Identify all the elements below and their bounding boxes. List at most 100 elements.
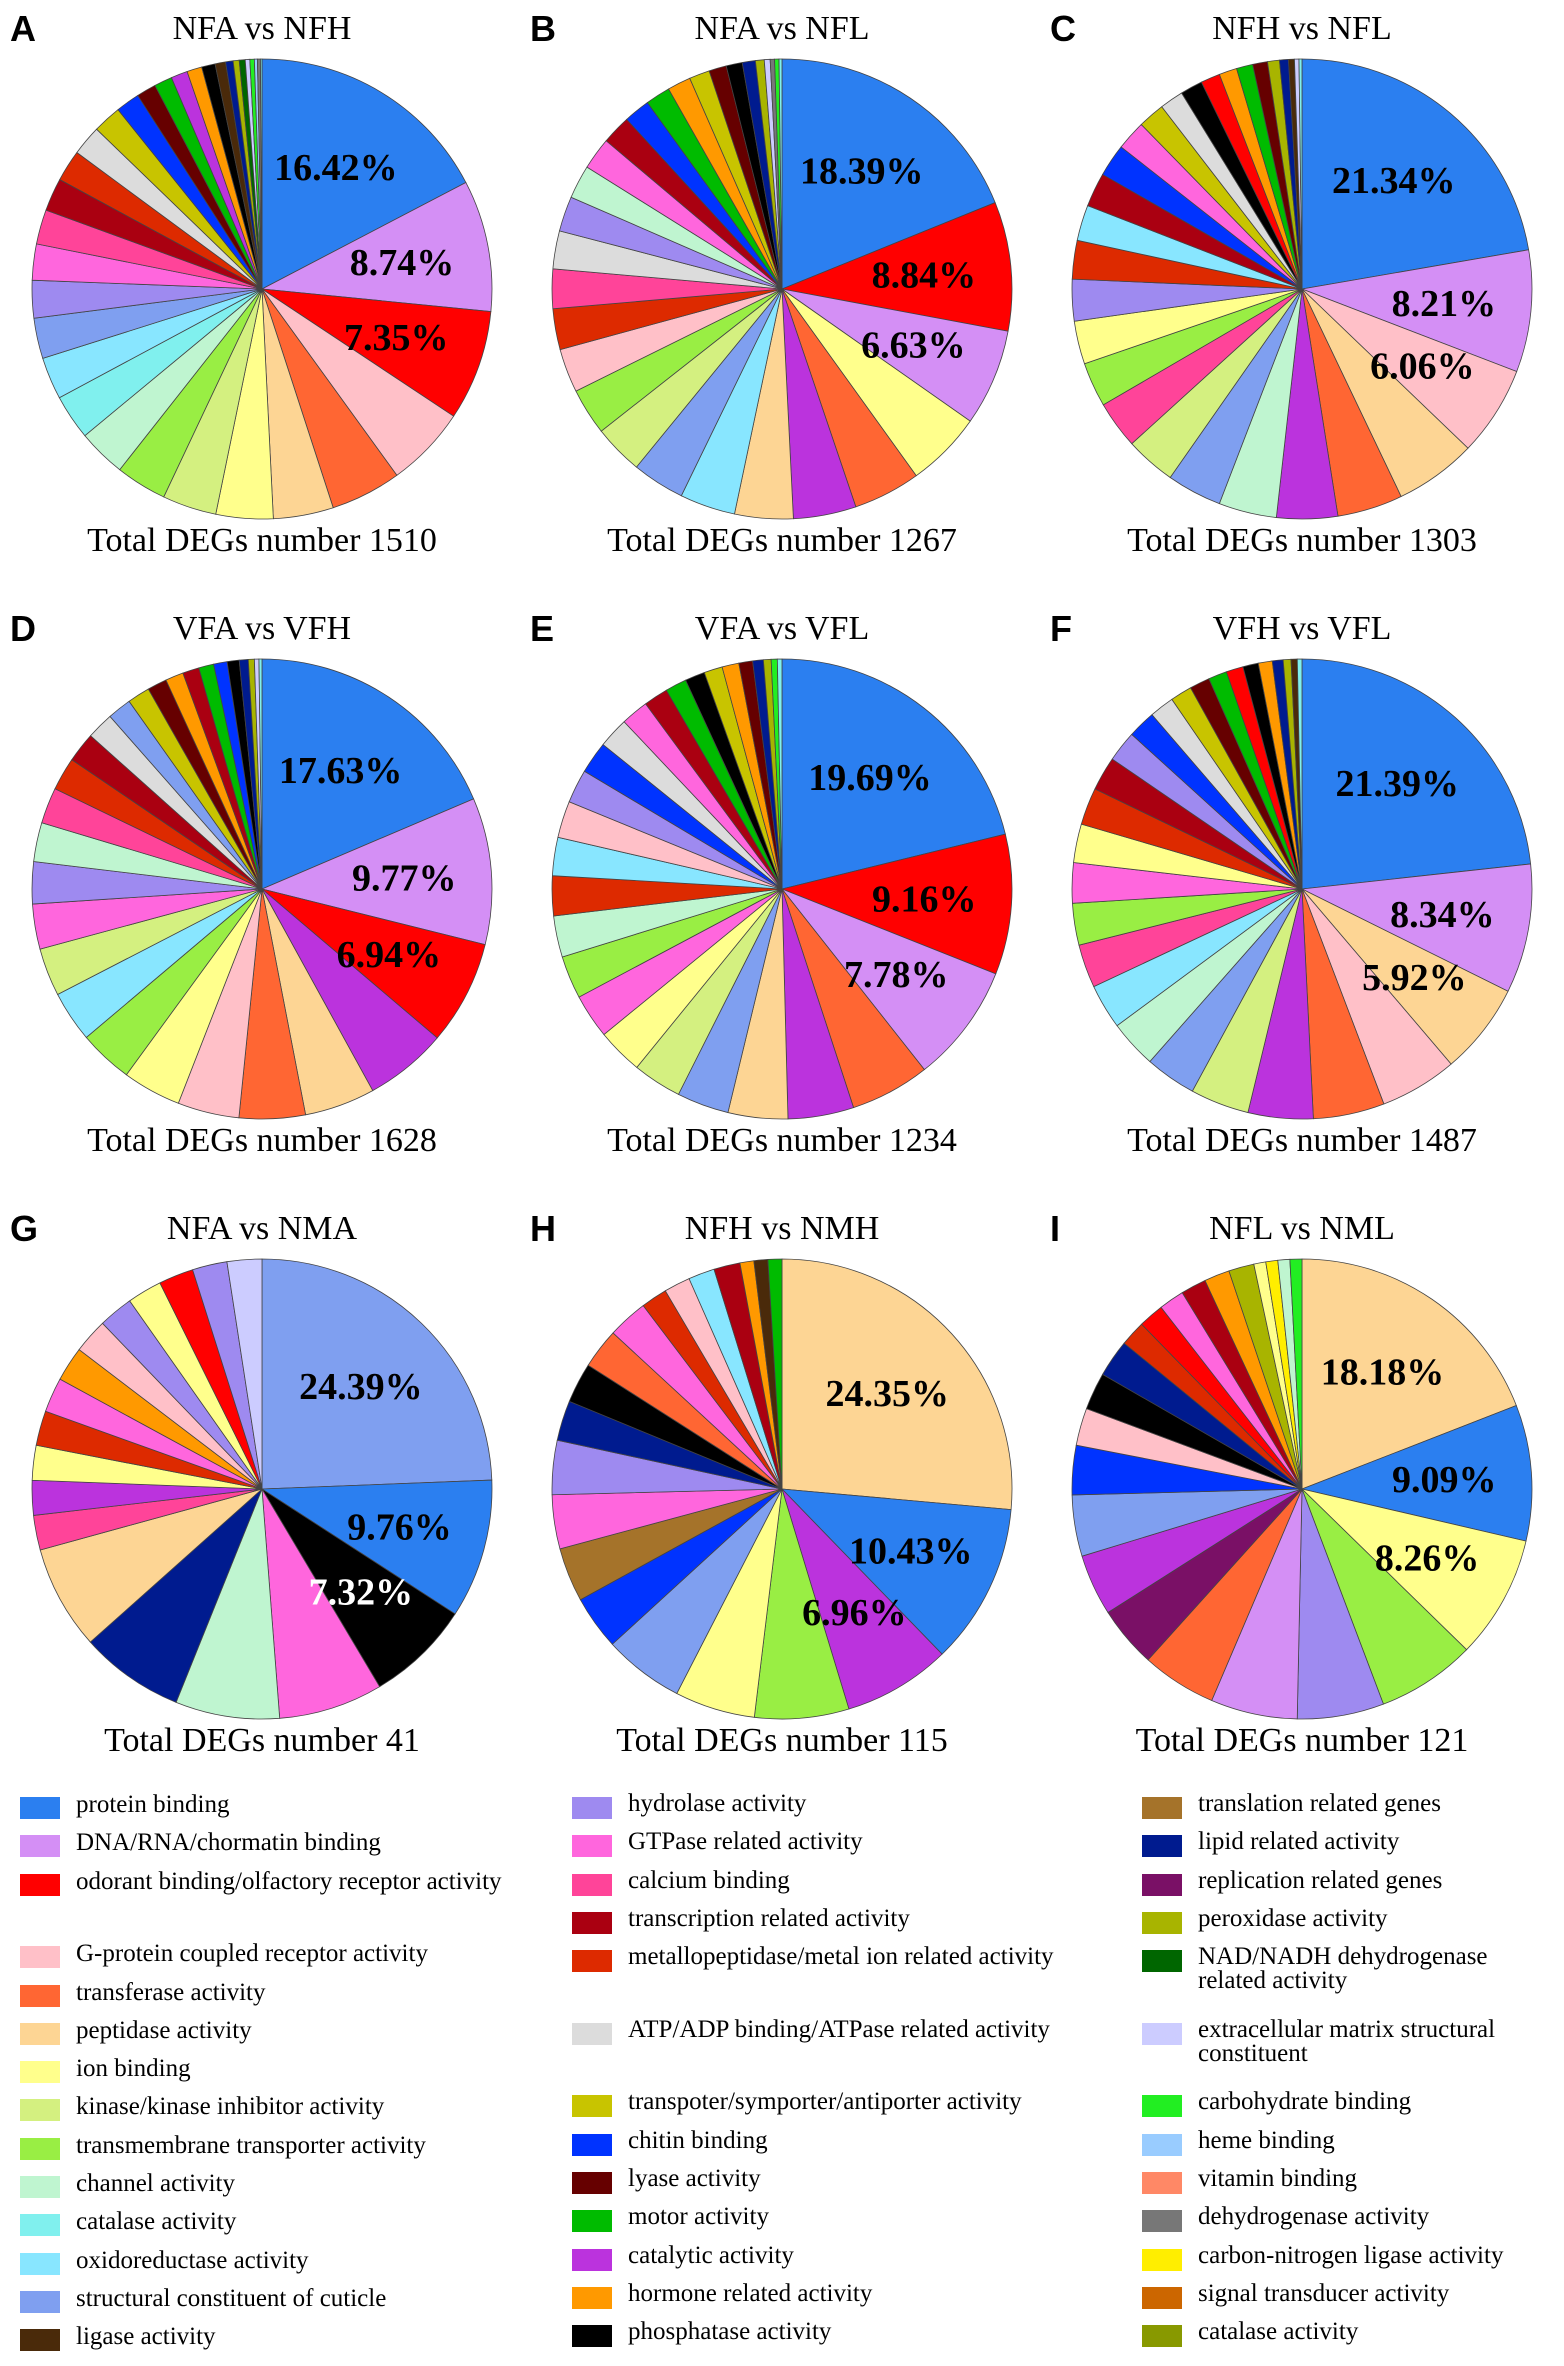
- legend-swatch: [572, 2286, 612, 2309]
- legend-swatch: [1142, 2022, 1182, 2045]
- chart-title: VFH vs VFL: [1212, 610, 1392, 647]
- legend-label: metallopeptidase/metal ion related activ…: [628, 1943, 1054, 1971]
- legend-item-replication-related-genes: replication related genes: [1142, 1868, 1558, 1896]
- total-degs-label: Total DEGs number 115: [616, 1722, 948, 1759]
- legend-swatch: [20, 2137, 60, 2160]
- legend-item-vitamin-binding: vitamin binding: [1142, 2166, 1558, 2194]
- pie-slice-extracellular-matrix-structural-constituent: [226, 1258, 263, 1490]
- legend-item-protein-binding: protein binding: [20, 1792, 506, 1819]
- pie-slice-protein-binding: [261, 658, 475, 890]
- legend-swatch: [572, 2172, 612, 2194]
- legend-label: G-protein coupled receptor activity: [76, 1940, 428, 1968]
- pie-slice-ion-binding: [1300, 1488, 1527, 1651]
- legend-item-dna-rna-chormatin-binding: DNA/RNA/chormatin binding: [20, 1830, 506, 1858]
- slice-percent-label: 18.18%: [1321, 1351, 1445, 1393]
- slice-percent-label: 6.06%: [1370, 345, 1475, 387]
- slice-percent-label: 8.26%: [1375, 1538, 1480, 1580]
- slice-percent-label: 21.34%: [1332, 160, 1456, 202]
- slice-percent-label: 10.43%: [849, 1530, 973, 1572]
- legend-swatch: [1142, 2325, 1182, 2348]
- legend-label: structural constituent of cuticle: [76, 2284, 387, 2312]
- slice-percent-label: 9.76%: [347, 1507, 452, 1549]
- panel-letter: E: [530, 608, 555, 649]
- panel-letter: H: [530, 1208, 556, 1249]
- legend-swatch: [572, 2095, 612, 2118]
- legend-item-oxidoreductase-activity: oxidoreductase activity: [20, 2248, 506, 2275]
- legend-swatch: [20, 2252, 60, 2275]
- slice-percent-label: 19.69%: [808, 757, 932, 799]
- legend-item-catalase-activity: catalase activity: [20, 2209, 506, 2237]
- legend-item-dehydrogenase-activity: dehydrogenase activity: [1142, 2203, 1558, 2233]
- slice-percent-label: 5.92%: [1362, 957, 1467, 999]
- legend-item-signal-transducer-activity: signal transducer activity: [1142, 2281, 1558, 2309]
- pie-slice-catalase-activity: [778, 58, 783, 290]
- chart-title: NFH vs NFL: [1212, 10, 1392, 47]
- legend-item-gtpase-related-activity: GTPase related activity: [572, 1828, 1058, 1858]
- chart-title: NFH vs NMH: [684, 1210, 880, 1247]
- pie-slice-phosphatase-activity: [261, 1488, 456, 1688]
- slice-percent-label: 8.74%: [350, 242, 455, 284]
- legend-item-motor-activity: motor activity: [572, 2204, 1058, 2233]
- legend-item-lipid-related-activity: lipid related activity: [1142, 1829, 1558, 1858]
- slice-percent-label: 8.84%: [872, 255, 977, 297]
- legend-item-extracellular-matrix-structural-constituent: extracellular matrix structural constitu…: [1142, 2017, 1558, 2066]
- slice-percent-label: 24.39%: [299, 1366, 423, 1408]
- legend-item-peptidase-activity: peptidase activity: [20, 2018, 506, 2045]
- legend-label: catalytic activity: [628, 2241, 794, 2269]
- legend-item-hormone-related-activity: hormone related activity: [572, 2281, 1058, 2309]
- legend-swatch: [1142, 1911, 1182, 1934]
- legend-swatch: [20, 2061, 60, 2084]
- pie-slice-peptidase-activity: [39, 1488, 263, 1643]
- legend-swatch: [20, 2022, 60, 2045]
- legend-swatch: [20, 1797, 60, 1819]
- panel-i: I NFL vs NML 18.18% 9.09% 8.26% Total DEGs…: [1042, 1200, 1562, 1800]
- pie-chart: 18.39% 8.84% 6.63%: [551, 58, 1013, 520]
- pie-slice-protein-binding: [780, 1488, 1012, 1655]
- legend-swatch: [20, 2329, 60, 2352]
- legend-label: carbon-nitrogen ligase activity: [1198, 2241, 1504, 2269]
- pie-chart: 21.39% 8.34% 5.92%: [1071, 658, 1533, 1120]
- legend-label: dehydrogenase activity: [1198, 2203, 1430, 2231]
- legend-label: calcium binding: [628, 1866, 790, 1894]
- legend-item-calcium-binding: calcium binding: [572, 1866, 1058, 1896]
- panel-c: C NFH vs NFL 21.34% 8.21% 6.06% Total DEGs…: [1042, 0, 1562, 600]
- pie-slice-catalase-activity: [260, 58, 263, 290]
- legend-item-transferase-activity: transferase activity: [20, 1980, 506, 2007]
- pie-chart: 16.42% 8.74% 7.35%: [31, 58, 493, 520]
- legend-swatch: [1142, 2210, 1182, 2233]
- legend-label: GTPase related activity: [628, 1828, 863, 1856]
- legend-swatch: [1142, 2133, 1182, 2156]
- total-degs-label: Total DEGs number 1234: [607, 1122, 957, 1159]
- slice-percent-label: 7.35%: [344, 317, 449, 359]
- pie-slice-protein-binding: [1300, 1405, 1533, 1542]
- panel-letter: C: [1050, 8, 1076, 49]
- slice-percent-label: 8.21%: [1392, 283, 1497, 325]
- legend-label: transpoter/symporter/antiporter activity: [628, 2088, 1022, 2116]
- legend-label: ATP/ADP binding/ATPase related activity: [628, 2015, 1050, 2043]
- pie-slice-catalase-activity: [258, 658, 263, 890]
- legend-swatch: [1142, 1873, 1182, 1896]
- legend-label: lyase activity: [628, 2165, 761, 2192]
- panel-h: H NFH vs NMH 24.35% 10.43% 6.96% Total DEG…: [522, 1200, 1042, 1800]
- slice-percent-label: 9.77%: [352, 858, 457, 900]
- pie-chart: 21.34% 8.21% 6.06%: [1071, 58, 1533, 520]
- slice-percent-label: 6.96%: [802, 1592, 907, 1634]
- legend-label: NAD/NADH dehydrogenase related activity: [1198, 1943, 1488, 1995]
- slice-percent-label: 9.09%: [1392, 1459, 1497, 1501]
- legend-label: carbohydrate binding: [1198, 2088, 1412, 2116]
- panel-letter: A: [10, 8, 36, 49]
- slice-percent-label: 18.39%: [800, 151, 924, 193]
- legend-swatch: [1142, 1797, 1182, 1819]
- legend-swatch: [20, 2176, 60, 2198]
- pie-slice-catalase-activity: [1298, 58, 1303, 290]
- legend-swatch: [20, 1946, 60, 1969]
- pie-slice-catalase-activity: [1296, 658, 1303, 890]
- panel-e: E VFA vs VFL 19.69% 9.16% 7.78% Total DEGs…: [522, 600, 1042, 1200]
- legend-label: ion binding: [76, 2055, 191, 2083]
- legend-label: transferase activity: [76, 1978, 266, 2006]
- legend-item-transcription-related-activity: transcription related activity: [572, 1906, 1058, 1934]
- pie-slice-protein-binding: [260, 1479, 493, 1615]
- panel-letter: G: [10, 1208, 39, 1249]
- pie-slice-motor-activity: [767, 1258, 783, 1490]
- pie-slice-odorant-binding-olfactory-receptor-activity: [780, 833, 1013, 975]
